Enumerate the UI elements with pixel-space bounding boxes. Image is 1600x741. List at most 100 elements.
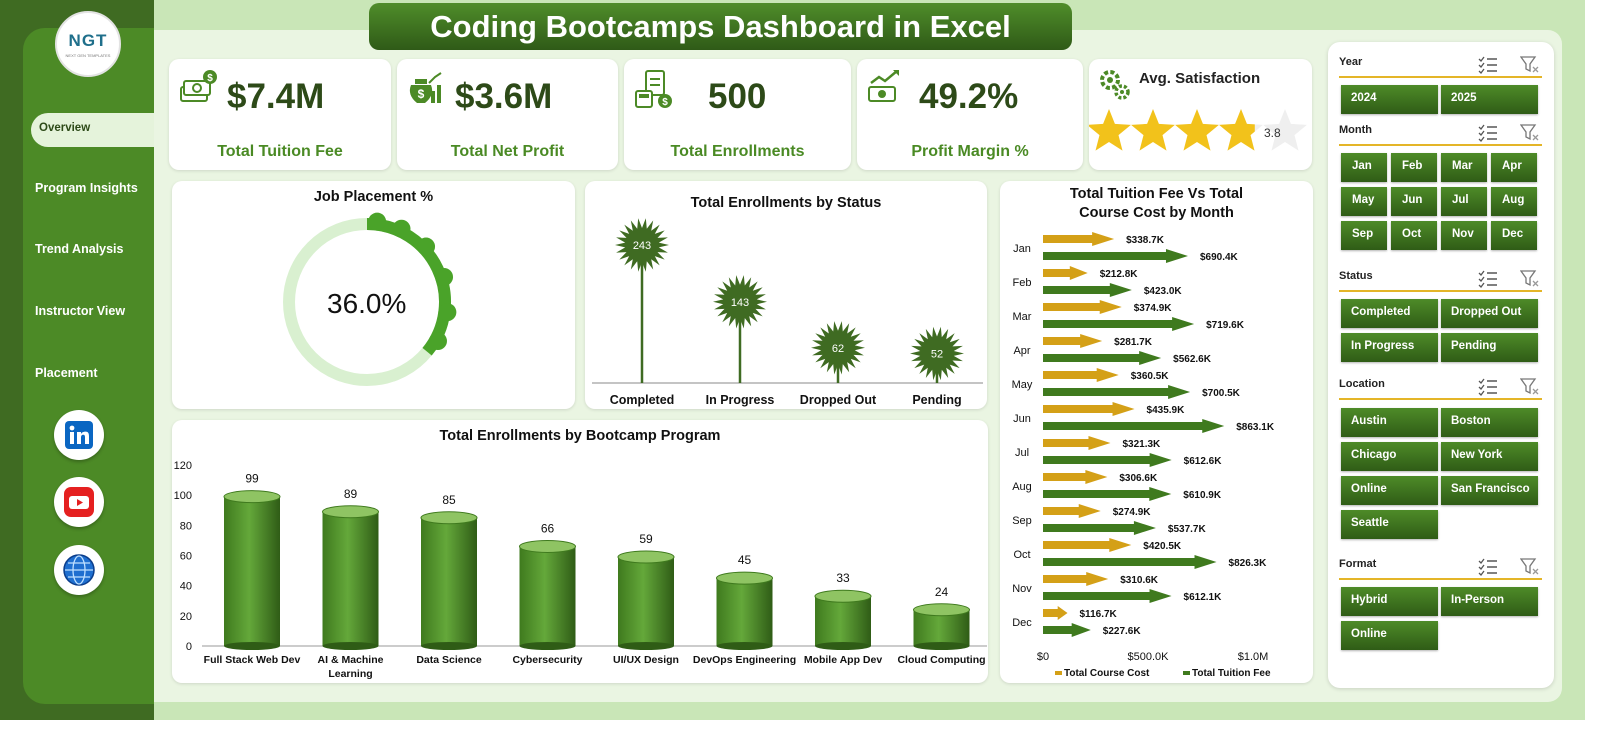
slicer-format-online[interactable]: Online bbox=[1341, 621, 1438, 650]
slicer-location-boston[interactable]: Boston bbox=[1441, 408, 1538, 437]
cost-arrow bbox=[1043, 266, 1088, 280]
kpi-card-enrollments: $ 500 Total Enrollments bbox=[624, 59, 851, 170]
cost-value-label: $360.5K bbox=[1131, 371, 1170, 382]
kpi-value: 500 bbox=[708, 77, 767, 116]
slicer-month-nov[interactable]: Nov bbox=[1441, 221, 1487, 250]
donut-bead bbox=[435, 267, 454, 286]
filter-panel: Year 2024 2025 Month Jan Feb Mar Apr May Jun Jul Au… bbox=[1328, 42, 1554, 688]
slicer-status-completed[interactable]: Completed bbox=[1341, 299, 1438, 328]
program-bar-base bbox=[716, 642, 773, 650]
job-placement-donut bbox=[283, 212, 457, 386]
status-value-label: 52 bbox=[931, 348, 943, 360]
filter-divider-year bbox=[1339, 76, 1542, 78]
enrollments-status-card: Total Enrollments by Status 243 Completed… bbox=[585, 181, 987, 409]
nav-item-placement[interactable]: Placement bbox=[35, 366, 98, 380]
nav-item-overview[interactable]: Overview bbox=[31, 113, 154, 147]
multi-select-icon[interactable] bbox=[1478, 558, 1498, 576]
program-bar-base bbox=[913, 642, 970, 650]
slicer-location-chicago[interactable]: Chicago bbox=[1341, 442, 1438, 471]
fee-arrow bbox=[1043, 623, 1091, 637]
clear-filter-icon[interactable] bbox=[1520, 270, 1540, 288]
youtube-button[interactable] bbox=[54, 477, 104, 527]
fee-value-label: $719.6K bbox=[1206, 320, 1245, 331]
clear-filter-icon[interactable] bbox=[1520, 558, 1540, 576]
donut-value-arc bbox=[366, 218, 451, 356]
slicer-status-pending[interactable]: Pending bbox=[1441, 333, 1538, 362]
slicer-month-may[interactable]: May bbox=[1341, 187, 1387, 216]
website-button[interactable] bbox=[54, 545, 104, 595]
slicer-month-jan[interactable]: Jan bbox=[1341, 153, 1387, 182]
nav-item-instructor-view[interactable]: Instructor View bbox=[35, 304, 126, 318]
multi-select-icon[interactable] bbox=[1478, 124, 1498, 142]
cost-arrow bbox=[1043, 368, 1119, 382]
filter-title-format: Format bbox=[1339, 558, 1377, 570]
slicer-month-jul[interactable]: Jul bbox=[1441, 187, 1487, 216]
donut-bead bbox=[392, 219, 411, 238]
slicer-location-seattle[interactable]: Seattle bbox=[1341, 510, 1438, 539]
slicer-month-sep[interactable]: Sep bbox=[1341, 221, 1387, 250]
slicer-month-apr[interactable]: Apr bbox=[1491, 153, 1537, 182]
slicer-month-dec[interactable]: Dec bbox=[1491, 221, 1537, 250]
slicer-month-jun[interactable]: Jun bbox=[1391, 187, 1437, 216]
month-label: Mar bbox=[1013, 311, 1032, 323]
clear-filter-icon[interactable] bbox=[1520, 378, 1540, 396]
clear-filter-icon[interactable] bbox=[1520, 56, 1540, 74]
profit-bag-icon: $ bbox=[409, 72, 442, 103]
job-placement-card: Job Placement % 36.0% bbox=[172, 181, 575, 409]
fee-arrow bbox=[1043, 249, 1188, 263]
fee-value-label: $612.1K bbox=[1184, 592, 1223, 603]
slicer-year-2024[interactable]: 2024 bbox=[1341, 85, 1438, 114]
enrollments-program-card: Total Enrollments by Bootcamp Program 0 2… bbox=[172, 420, 988, 683]
slicer-location-online[interactable]: Online bbox=[1341, 476, 1438, 505]
slicer-format-hybrid[interactable]: Hybrid bbox=[1341, 587, 1438, 616]
cost-arrow bbox=[1043, 402, 1135, 416]
kpi-value: 49.2% bbox=[919, 77, 1019, 116]
slicer-format-in-person[interactable]: In-Person bbox=[1441, 587, 1538, 616]
linkedin-button[interactable] bbox=[54, 410, 104, 460]
program-value-label: 85 bbox=[442, 493, 456, 507]
fee-value-label: $826.3K bbox=[1229, 558, 1268, 569]
slicer-location-san-francisco[interactable]: San Francisco bbox=[1441, 476, 1538, 505]
logo-subtitle: NEXT GEN TEMPLATES bbox=[65, 52, 111, 58]
slicer-status-dropped-out[interactable]: Dropped Out bbox=[1441, 299, 1538, 328]
kpi-value: $7.4M bbox=[227, 77, 325, 116]
slicer-month-oct[interactable]: Oct bbox=[1391, 221, 1437, 250]
fee-value-label: $700.5K bbox=[1202, 388, 1241, 399]
kpi-card-net-profit: $ $3.6M Total Net Profit bbox=[397, 59, 618, 170]
chart-title: Total Tuition Fee Vs Total Course Cost b… bbox=[1069, 186, 1244, 221]
program-bar bbox=[716, 578, 773, 646]
status-marker bbox=[713, 275, 767, 329]
multi-select-icon[interactable] bbox=[1478, 270, 1498, 288]
multi-select-icon[interactable] bbox=[1478, 378, 1498, 396]
nav-item-trend-analysis[interactable]: Trend Analysis bbox=[35, 242, 124, 256]
star-partial-icon bbox=[1219, 109, 1255, 151]
slicer-month-feb[interactable]: Feb bbox=[1391, 153, 1437, 182]
slicer-location-new-york[interactable]: New York bbox=[1441, 442, 1538, 471]
fee-value-label: $562.6K bbox=[1173, 354, 1212, 365]
program-bar bbox=[322, 511, 379, 646]
cost-arrow bbox=[1043, 300, 1122, 314]
program-ytick-label: 0 bbox=[186, 641, 192, 653]
program-category-label: Cloud Computing bbox=[897, 654, 985, 666]
cost-arrow bbox=[1043, 334, 1103, 348]
multi-select-icon[interactable] bbox=[1478, 56, 1498, 74]
program-bar-base bbox=[322, 642, 379, 650]
svg-text:$: $ bbox=[207, 73, 213, 84]
month-label: Sep bbox=[1012, 515, 1032, 527]
slicer-year-2025[interactable]: 2025 bbox=[1441, 85, 1538, 114]
clear-filter-icon[interactable] bbox=[1520, 124, 1540, 142]
slicer-month-mar[interactable]: Mar bbox=[1441, 153, 1487, 182]
slicer-month-aug[interactable]: Aug bbox=[1491, 187, 1537, 216]
nav-item-program-insights[interactable]: Program Insights bbox=[35, 181, 138, 195]
donut-bead bbox=[438, 303, 457, 322]
slicer-status-in-progress[interactable]: In Progress bbox=[1341, 333, 1438, 362]
status-marker bbox=[811, 321, 865, 375]
gears-icon bbox=[1100, 70, 1130, 100]
cost-value-label: $281.7K bbox=[1114, 337, 1153, 348]
money-stack-icon: $ bbox=[180, 70, 217, 102]
cost-value-label: $435.9K bbox=[1147, 405, 1186, 416]
status-value-label: 243 bbox=[633, 240, 651, 252]
legend-label-cost: Total Course Cost bbox=[1064, 668, 1150, 679]
fee-arrow bbox=[1043, 589, 1172, 603]
slicer-location-austin[interactable]: Austin bbox=[1341, 408, 1438, 437]
